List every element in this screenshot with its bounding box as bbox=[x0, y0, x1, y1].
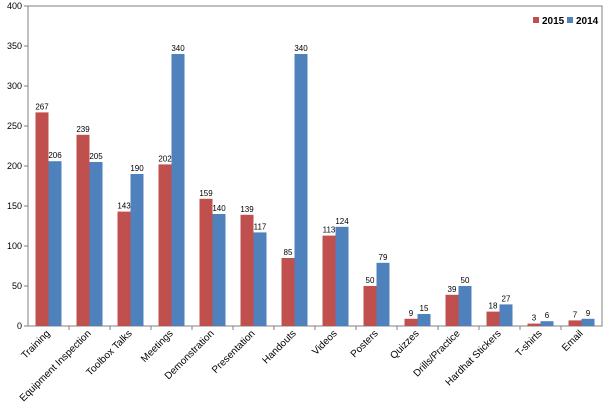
bar-2015-6 bbox=[281, 258, 295, 326]
x-tick-label: Handouts bbox=[261, 328, 299, 366]
bar-2015-0 bbox=[35, 112, 49, 327]
bar-2014-12 bbox=[540, 321, 554, 326]
bar-2014-0 bbox=[48, 161, 62, 326]
data-label-2014-12: 6 bbox=[545, 311, 550, 320]
data-label-2015-9: 9 bbox=[409, 309, 414, 318]
y-tick-label: 150 bbox=[7, 201, 22, 211]
data-label-2015-7: 113 bbox=[323, 226, 336, 235]
data-label-2015-0: 267 bbox=[35, 102, 49, 111]
data-label-2015-13: 7 bbox=[573, 310, 578, 319]
bar-2015-12 bbox=[527, 323, 541, 326]
data-label-2015-6: 85 bbox=[284, 248, 293, 257]
data-label-2015-11: 18 bbox=[489, 302, 498, 311]
bar-2015-13 bbox=[568, 320, 582, 326]
data-label-2015-1: 239 bbox=[76, 125, 90, 134]
data-label-2015-5: 139 bbox=[240, 205, 254, 214]
bars bbox=[35, 54, 595, 327]
x-tick-label: Email bbox=[560, 328, 585, 353]
x-tick-label: T-shirts bbox=[514, 328, 545, 359]
legend-swatch-2014 bbox=[567, 17, 573, 23]
bar-2014-1 bbox=[89, 162, 103, 326]
bar-2015-7 bbox=[322, 235, 336, 326]
data-label-2015-2: 143 bbox=[117, 202, 131, 211]
y-tick-label: 250 bbox=[7, 121, 22, 131]
data-label-2014-9: 15 bbox=[420, 304, 429, 313]
bar-2014-11 bbox=[499, 304, 513, 326]
x-tick-label: Meetings bbox=[139, 328, 175, 364]
legend: 2015 2014 bbox=[533, 16, 599, 27]
data-label-2014-0: 206 bbox=[48, 151, 62, 160]
x-tick-label: Presentation bbox=[210, 328, 257, 375]
bar-2014-6 bbox=[294, 54, 308, 326]
data-label-2014-13: 9 bbox=[586, 309, 591, 318]
x-tick-label: Videos bbox=[310, 328, 339, 357]
bar-2015-8 bbox=[363, 286, 377, 326]
bar-2015-4 bbox=[199, 198, 213, 326]
bar-2015-9 bbox=[404, 318, 418, 326]
data-label-2014-4: 140 bbox=[212, 204, 226, 213]
bar-2014-3 bbox=[171, 54, 185, 326]
bar-2015-10 bbox=[445, 294, 459, 326]
y-tick-label: 50 bbox=[12, 281, 22, 291]
x-tick-label: Quizzes bbox=[388, 328, 421, 361]
bar-2015-3 bbox=[158, 164, 172, 326]
bar-2014-13 bbox=[581, 318, 595, 326]
y-tick-label: 350 bbox=[7, 41, 22, 51]
data-label-2015-12: 3 bbox=[532, 314, 537, 323]
data-label-2014-7: 124 bbox=[335, 217, 349, 226]
bar-2014-10 bbox=[458, 286, 472, 326]
legend-label-2015: 2015 bbox=[542, 16, 565, 27]
y-axis: 0 50 100 150 200 250 300 350 400 bbox=[7, 1, 28, 331]
plot-area bbox=[27, 5, 603, 327]
data-label-2014-6: 340 bbox=[294, 44, 308, 53]
data-label-2014-5: 117 bbox=[254, 222, 267, 231]
legend-label-2014: 2014 bbox=[576, 16, 599, 27]
bar-2015-2 bbox=[117, 211, 131, 326]
data-label-2014-11: 27 bbox=[502, 294, 511, 303]
data-label-2015-4: 159 bbox=[199, 189, 213, 198]
y-tick-label: 200 bbox=[7, 161, 22, 171]
y-tick-label: 300 bbox=[7, 81, 22, 91]
data-label-2014-10: 50 bbox=[461, 276, 470, 285]
data-label-2014-2: 190 bbox=[130, 164, 144, 173]
data-label-2015-8: 50 bbox=[366, 276, 375, 285]
data-label-2014-8: 79 bbox=[379, 253, 388, 262]
data-label-2014-1: 205 bbox=[89, 152, 103, 161]
x-tick-label: Equipment Inspection bbox=[18, 328, 94, 404]
data-label-2014-3: 340 bbox=[171, 44, 185, 53]
bar-2014-5 bbox=[253, 232, 267, 326]
bar-2014-4 bbox=[212, 214, 226, 326]
bar-2014-9 bbox=[417, 314, 431, 326]
data-label-2015-3: 202 bbox=[158, 154, 172, 163]
x-tick-label: Posters bbox=[349, 328, 381, 360]
x-tick-label: Training bbox=[20, 328, 53, 361]
bar-2015-1 bbox=[76, 134, 90, 326]
y-tick-label: 0 bbox=[17, 321, 22, 331]
bar-2015-11 bbox=[486, 311, 500, 326]
bar-2014-7 bbox=[335, 226, 349, 326]
y-tick-label: 100 bbox=[7, 241, 22, 251]
bar-2015-5 bbox=[240, 214, 254, 326]
data-label-2015-10: 39 bbox=[448, 285, 457, 294]
bar-2014-2 bbox=[130, 174, 144, 326]
legend-swatch-2015 bbox=[533, 17, 539, 23]
y-tick-label: 400 bbox=[7, 1, 22, 11]
bar-2014-8 bbox=[376, 262, 390, 326]
